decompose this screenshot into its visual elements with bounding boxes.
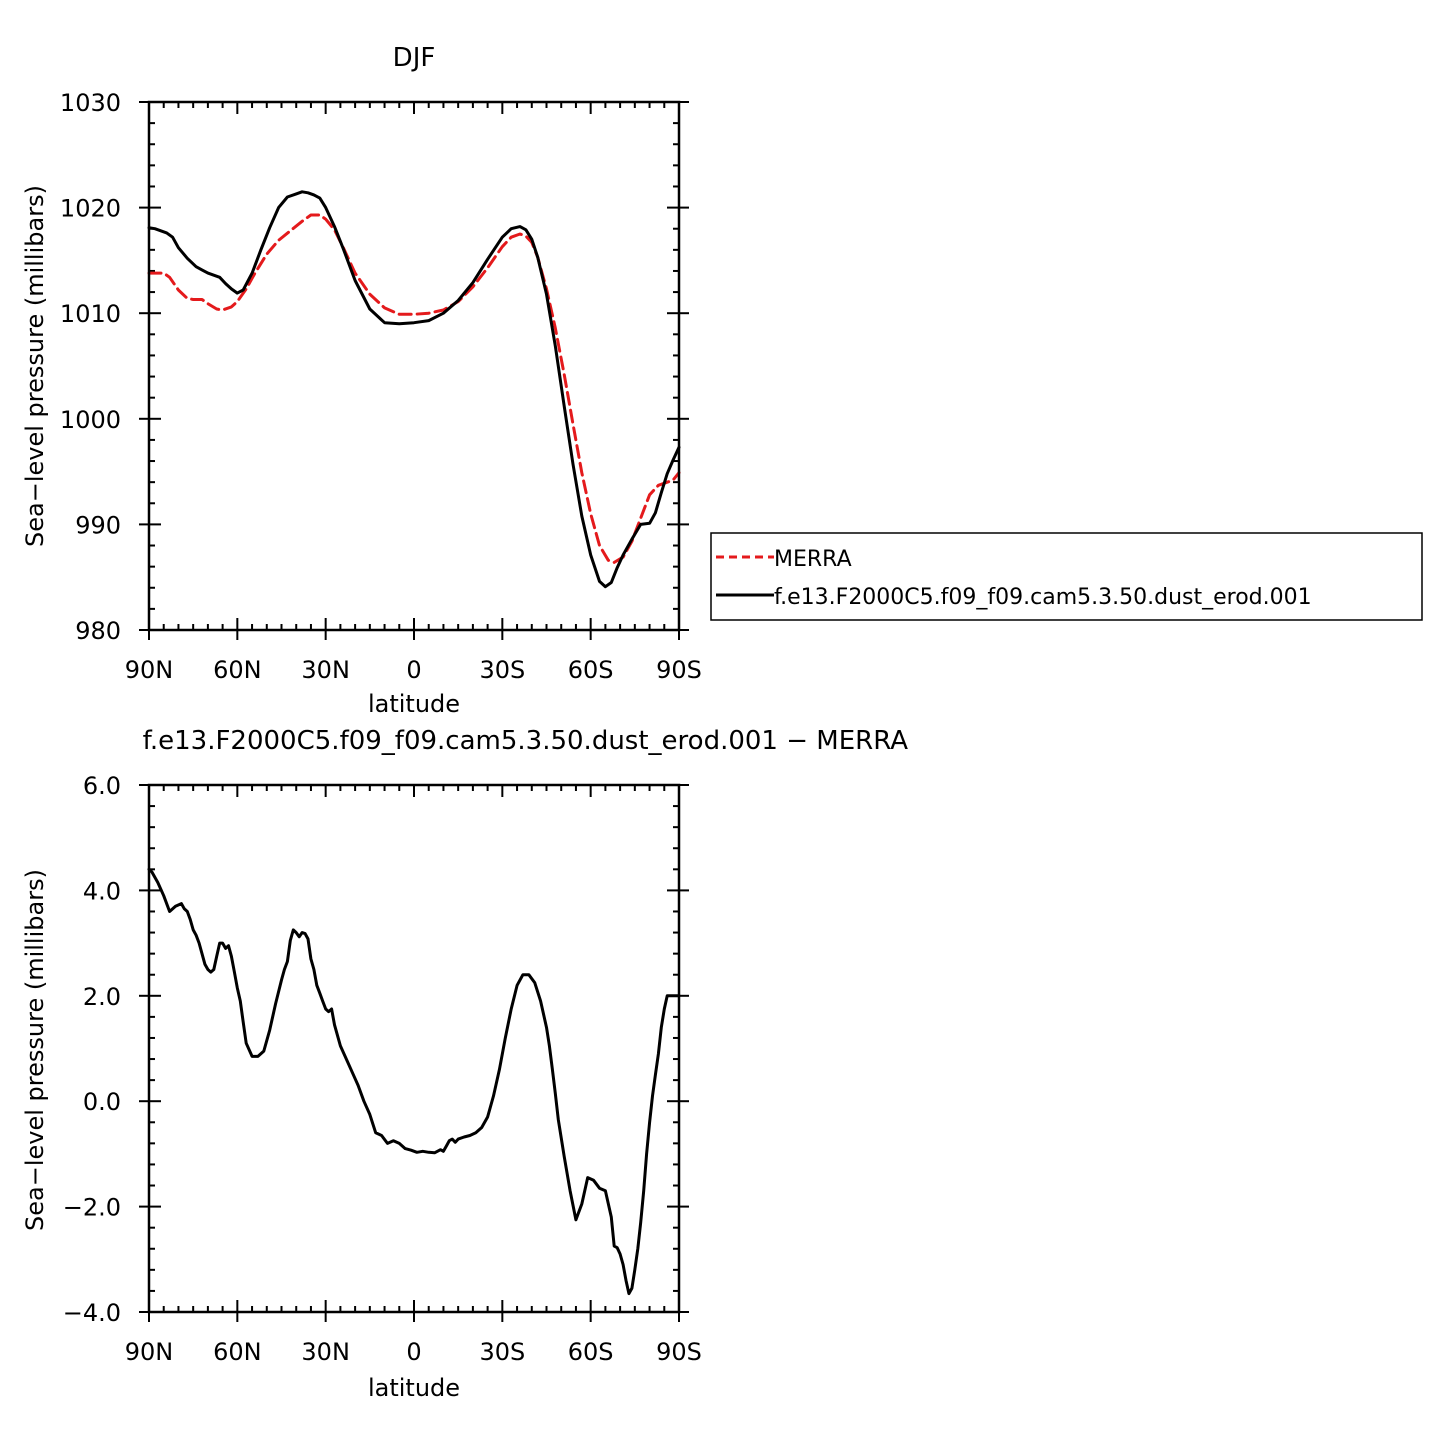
tick-marks [139, 784, 689, 1322]
chart-title: DJF [393, 43, 436, 73]
y-tick-label: 1010 [60, 300, 121, 328]
series-line-merra [147, 213, 681, 564]
y-tick-label: −4.0 [63, 1299, 121, 1327]
x-tick-label: 90S [656, 1338, 702, 1366]
legend-label-merra: MERRA [774, 547, 852, 572]
y-axis-label: Sea−level pressure (millibars) [21, 185, 49, 547]
y-tick-label: 6.0 [83, 772, 121, 800]
x-axis-label: latitude [368, 690, 460, 718]
series-line-difference [147, 867, 681, 1296]
y-tick-label: 1000 [60, 406, 121, 434]
plot-frame [147, 783, 681, 1314]
tick-labels: 90N 60N 30N 0 30S 60S 90S 6.0 4.0 2.0 0.0 −2.0 −4.0 [63, 772, 702, 1366]
x-tick-label: 90N [125, 656, 174, 684]
y-tick-label: 1020 [60, 195, 121, 223]
difference-title: f.e13.F2000C5.f09_f09.cam5.3.50.dust_ero… [143, 726, 909, 756]
x-tick-label: 60N [213, 1338, 262, 1366]
x-tick-label: 60S [568, 1338, 614, 1366]
series-layer [147, 190, 681, 589]
x-tick-label: 0 [406, 1338, 421, 1366]
y-axis-label: Sea−level pressure (millibars) [21, 869, 49, 1231]
x-tick-label: 90S [656, 656, 702, 684]
legend-label-model: f.e13.F2000C5.f09_f09.cam5.3.50.dust_ero… [774, 585, 1312, 610]
tick-labels: 90N 60N 30N 0 30S 60S 90S 1030 1020 1010 1000 990 98… [60, 89, 702, 684]
y-tick-label: 2.0 [83, 983, 121, 1011]
y-tick-label: −2.0 [63, 1194, 121, 1222]
x-tick-label: 30N [301, 1338, 350, 1366]
legend-box [710, 532, 1423, 621]
x-tick-label: 30S [479, 656, 525, 684]
x-tick-label: 60S [568, 656, 614, 684]
y-tick-label: 4.0 [83, 877, 121, 905]
y-tick-label: 980 [75, 617, 121, 645]
legend: MERRA f.e13.F2000C5.f09_f09.cam5.3.50.du… [710, 532, 1423, 621]
series-line-f-e13-f2000c5-f09-f09-cam5-3-50-dust-erod-001 [147, 190, 681, 589]
x-tick-label: 60N [213, 656, 262, 684]
x-tick-label: 30S [479, 1338, 525, 1366]
plot-frame [147, 100, 681, 632]
y-tick-label: 1030 [60, 89, 121, 117]
panel-top: DJF 90N 60N 30N 0 30S 60S 90S10301020101010009… [21, 43, 702, 718]
x-tick-label: 0 [406, 656, 421, 684]
y-tick-label: 0.0 [83, 1088, 121, 1116]
panel-bottom: f.e13.F2000C5.f09_f09.cam5.3.50.dust_ero… [21, 726, 908, 1402]
x-axis-label: latitude [368, 1374, 460, 1402]
x-tick-label: 90N [125, 1338, 174, 1366]
series-layer [147, 867, 681, 1296]
y-tick-label: 990 [75, 511, 121, 539]
x-tick-label: 30N [301, 656, 350, 684]
